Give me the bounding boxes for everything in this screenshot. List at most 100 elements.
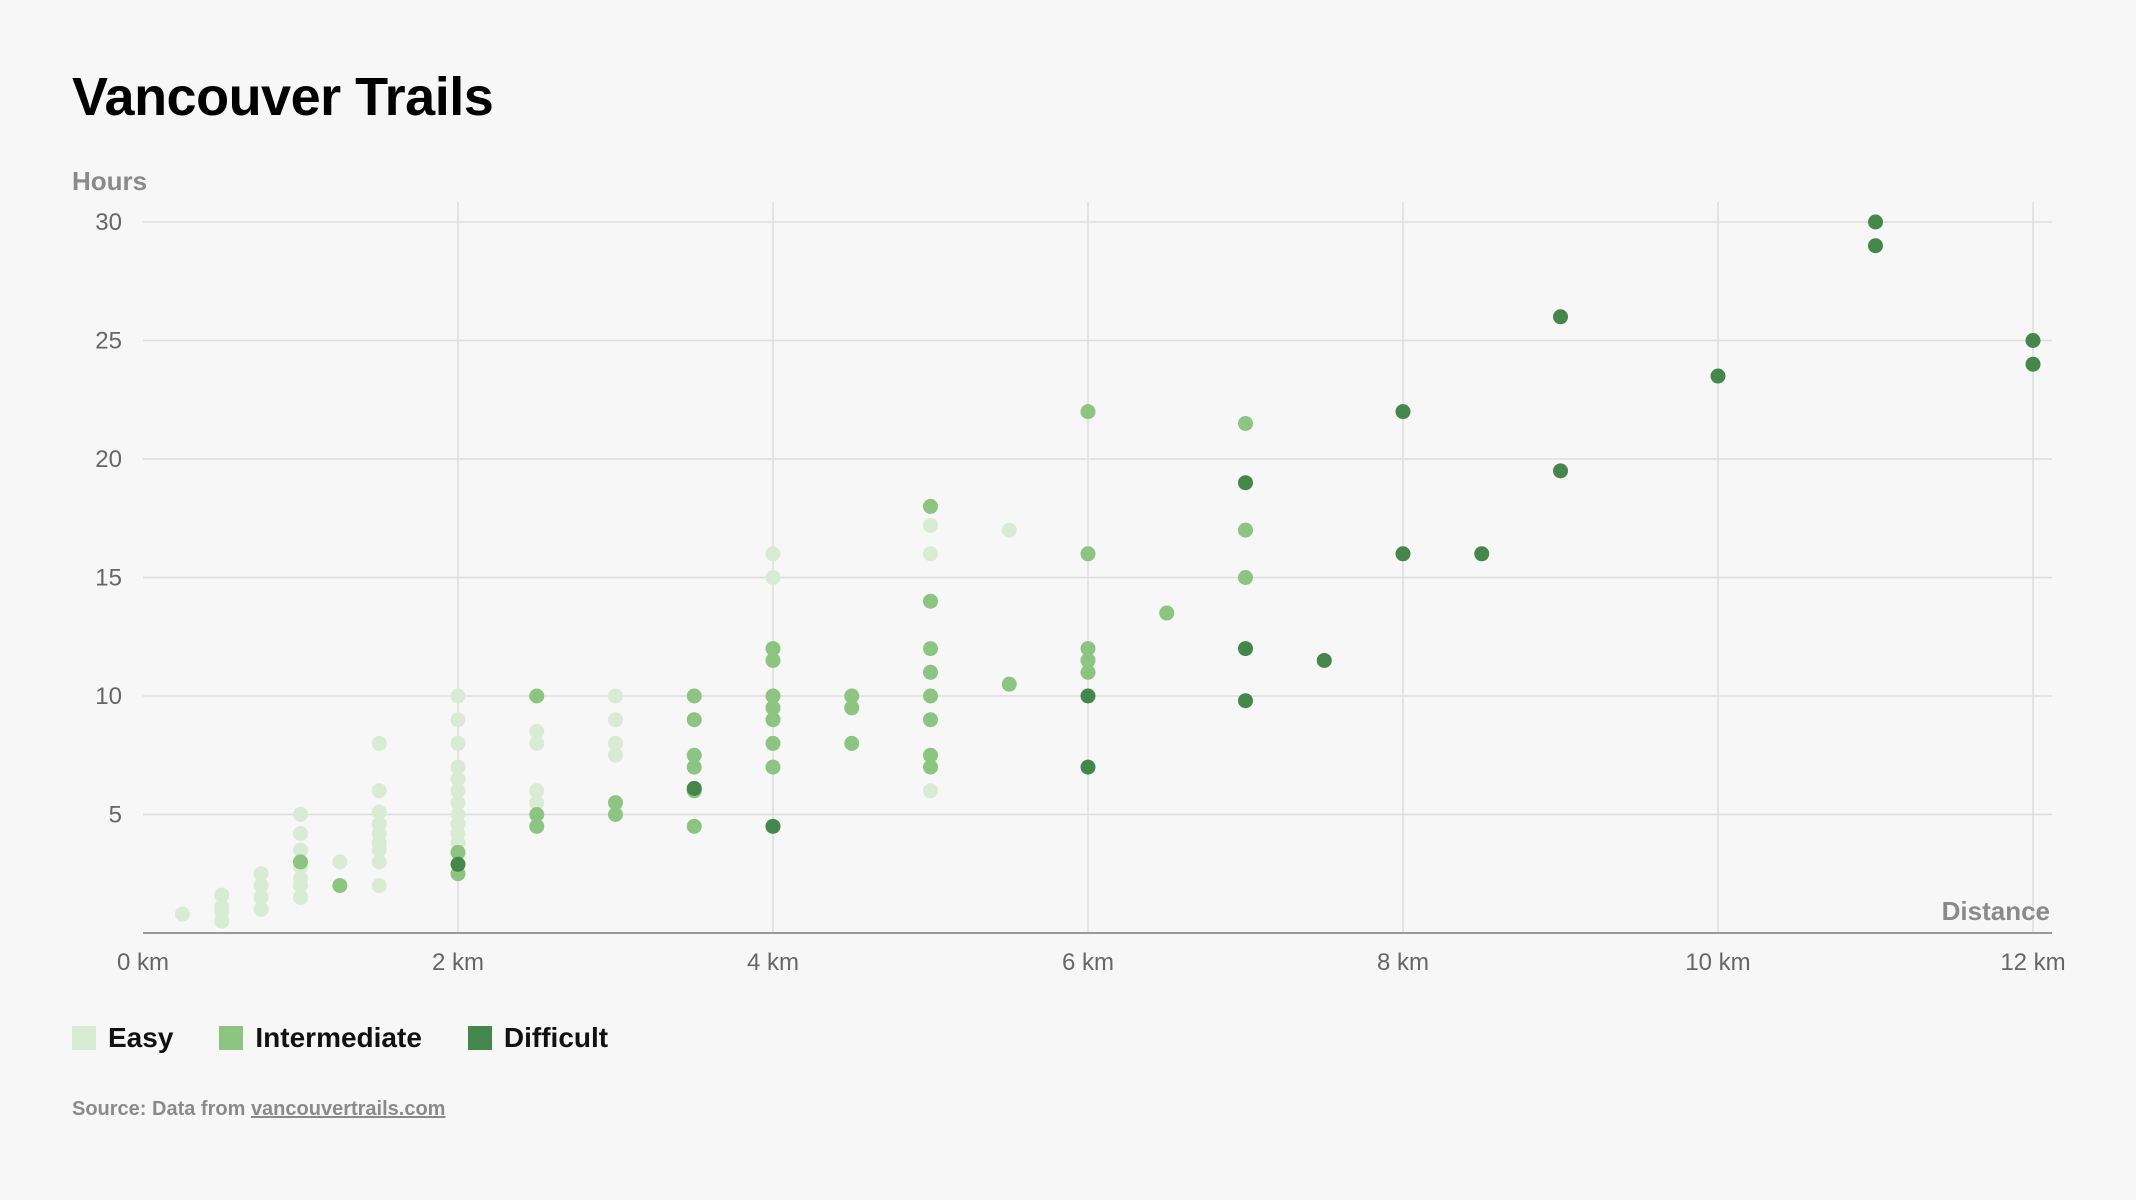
point-difficult[interactable] (1395, 404, 1411, 420)
point-easy[interactable] (450, 759, 466, 775)
point-easy[interactable] (450, 688, 466, 704)
point-easy[interactable] (253, 889, 269, 905)
point-difficult[interactable] (1474, 546, 1490, 562)
point-easy[interactable] (293, 889, 308, 905)
point-intermediate[interactable] (765, 759, 781, 775)
point-easy[interactable] (371, 816, 387, 832)
point-intermediate[interactable] (1159, 605, 1175, 621)
point-easy[interactable] (371, 735, 387, 751)
point-easy[interactable] (529, 724, 545, 740)
point-difficult[interactable] (1238, 641, 1253, 657)
point-intermediate[interactable] (686, 688, 702, 704)
legend-item-difficult[interactable]: Difficult (467, 1022, 608, 1054)
point-intermediate[interactable] (450, 844, 466, 860)
source-link[interactable]: vancouvertrails.com (250, 1098, 446, 1120)
point-intermediate[interactable] (1080, 652, 1096, 668)
point-intermediate[interactable] (765, 652, 781, 668)
point-intermediate[interactable] (529, 688, 545, 704)
point-easy[interactable] (371, 854, 387, 870)
point-easy[interactable] (214, 887, 230, 903)
point-intermediate[interactable] (765, 735, 781, 751)
point-easy[interactable] (450, 783, 466, 799)
point-intermediate[interactable] (923, 641, 938, 657)
point-intermediate[interactable] (1238, 570, 1253, 585)
point-easy[interactable] (253, 901, 269, 917)
point-easy[interactable] (923, 517, 938, 533)
point-easy[interactable] (450, 712, 466, 728)
point-easy[interactable] (529, 735, 545, 751)
point-intermediate[interactable] (686, 818, 702, 834)
point-intermediate[interactable] (293, 854, 308, 870)
point-intermediate[interactable] (529, 807, 545, 822)
point-difficult[interactable] (1710, 368, 1726, 384)
point-intermediate[interactable] (1238, 522, 1253, 538)
point-intermediate[interactable] (686, 712, 702, 728)
point-intermediate[interactable] (923, 759, 938, 775)
point-easy[interactable] (371, 804, 387, 820)
point-intermediate[interactable] (1001, 676, 1017, 692)
point-easy[interactable] (174, 906, 190, 922)
point-difficult[interactable] (1553, 463, 1568, 479)
point-difficult[interactable] (1868, 214, 1883, 230)
point-easy[interactable] (923, 546, 938, 562)
point-easy[interactable] (450, 771, 466, 787)
point-intermediate[interactable] (529, 818, 545, 834)
point-intermediate[interactable] (765, 712, 781, 728)
point-difficult[interactable] (2025, 333, 2041, 348)
point-easy[interactable] (450, 807, 466, 822)
point-easy[interactable] (293, 870, 308, 886)
point-easy[interactable] (332, 854, 348, 870)
point-difficult[interactable] (1238, 693, 1253, 709)
point-easy[interactable] (450, 795, 466, 811)
point-intermediate[interactable] (923, 712, 938, 728)
point-intermediate[interactable] (765, 688, 781, 704)
point-intermediate[interactable] (923, 688, 938, 704)
point-intermediate[interactable] (1080, 546, 1096, 562)
point-easy[interactable] (529, 783, 545, 799)
point-difficult[interactable] (686, 780, 702, 796)
point-easy[interactable] (608, 688, 623, 704)
point-difficult[interactable] (2025, 356, 2041, 372)
point-intermediate[interactable] (1080, 404, 1096, 420)
point-easy[interactable] (371, 878, 387, 894)
point-easy[interactable] (293, 825, 308, 841)
point-easy[interactable] (608, 712, 623, 728)
point-easy[interactable] (529, 795, 545, 811)
point-difficult[interactable] (1316, 652, 1332, 668)
point-difficult[interactable] (1553, 309, 1568, 325)
point-easy[interactable] (608, 735, 623, 751)
point-intermediate[interactable] (332, 878, 348, 894)
point-difficult[interactable] (1080, 688, 1096, 704)
point-intermediate[interactable] (1080, 664, 1096, 680)
point-easy[interactable] (450, 735, 466, 751)
point-easy[interactable] (253, 878, 269, 894)
point-difficult[interactable] (1395, 546, 1411, 562)
point-intermediate[interactable] (608, 807, 623, 822)
point-easy[interactable] (765, 570, 781, 585)
point-easy[interactable] (214, 899, 230, 915)
point-intermediate[interactable] (844, 735, 860, 751)
legend-item-easy[interactable]: Easy (72, 1022, 173, 1054)
point-difficult[interactable] (1080, 759, 1096, 775)
point-difficult[interactable] (1238, 475, 1253, 491)
point-intermediate[interactable] (1238, 415, 1253, 431)
point-easy[interactable] (1001, 522, 1017, 538)
point-easy[interactable] (253, 866, 269, 882)
point-intermediate[interactable] (686, 759, 702, 775)
point-intermediate[interactable] (923, 593, 938, 609)
point-easy[interactable] (923, 783, 938, 799)
point-easy[interactable] (608, 747, 623, 763)
point-difficult[interactable] (765, 818, 781, 834)
point-difficult[interactable] (1868, 238, 1883, 254)
point-intermediate[interactable] (1080, 641, 1096, 657)
point-intermediate[interactable] (923, 664, 938, 680)
point-easy[interactable] (293, 807, 308, 822)
point-intermediate[interactable] (844, 688, 860, 704)
point-easy[interactable] (371, 783, 387, 799)
point-intermediate[interactable] (765, 700, 781, 716)
point-intermediate[interactable] (923, 498, 938, 514)
point-intermediate[interactable] (608, 795, 623, 811)
point-intermediate[interactable] (765, 641, 781, 657)
point-easy[interactable] (765, 546, 781, 562)
point-difficult[interactable] (450, 856, 466, 872)
